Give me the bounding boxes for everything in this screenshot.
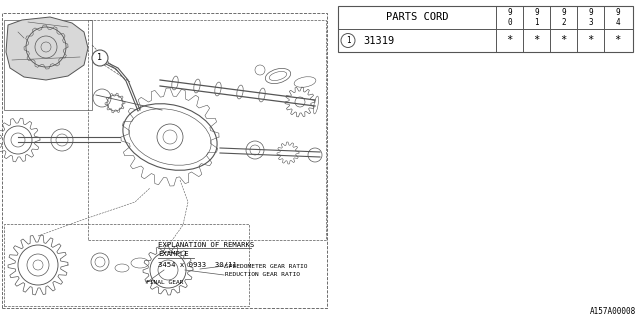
Text: REDUCTION GEAR RATIO: REDUCTION GEAR RATIO [225, 273, 300, 277]
Text: *: * [561, 36, 566, 45]
Text: PARTS CORD: PARTS CORD [386, 12, 448, 22]
Text: 9
1: 9 1 [534, 8, 539, 27]
Circle shape [92, 50, 108, 66]
Text: 1: 1 [97, 53, 102, 62]
Circle shape [341, 34, 355, 47]
Text: 9
4: 9 4 [615, 8, 620, 27]
Text: *: * [588, 36, 594, 45]
Text: EXAMPLE: EXAMPLE [158, 251, 189, 257]
Text: *: * [614, 36, 621, 45]
Text: 9
3: 9 3 [588, 8, 593, 27]
Bar [4, 20, 92, 110]
Text: *: * [533, 36, 540, 45]
Text: 3454 x 0933  30/11: 3454 x 0933 30/11 [158, 262, 237, 268]
Text: FINAL GEAR: FINAL GEAR [146, 281, 184, 285]
Bar [2, 13, 327, 308]
Text: 9
2: 9 2 [561, 8, 566, 27]
Polygon shape [6, 17, 88, 80]
Text: A157A00008: A157A00008 [589, 307, 636, 316]
Text: 31319: 31319 [363, 36, 394, 45]
Bar [4, 224, 249, 306]
Text: 9
0: 9 0 [507, 8, 512, 27]
Bar [88, 20, 326, 240]
Text: 1: 1 [346, 36, 350, 45]
Text: EXPLANATION OF REMARKS: EXPLANATION OF REMARKS [158, 242, 254, 248]
Bar [338, 6, 633, 52]
Text: *: * [506, 36, 513, 45]
Text: SPEEDOMETER GEAR RATIO: SPEEDOMETER GEAR RATIO [225, 263, 307, 268]
